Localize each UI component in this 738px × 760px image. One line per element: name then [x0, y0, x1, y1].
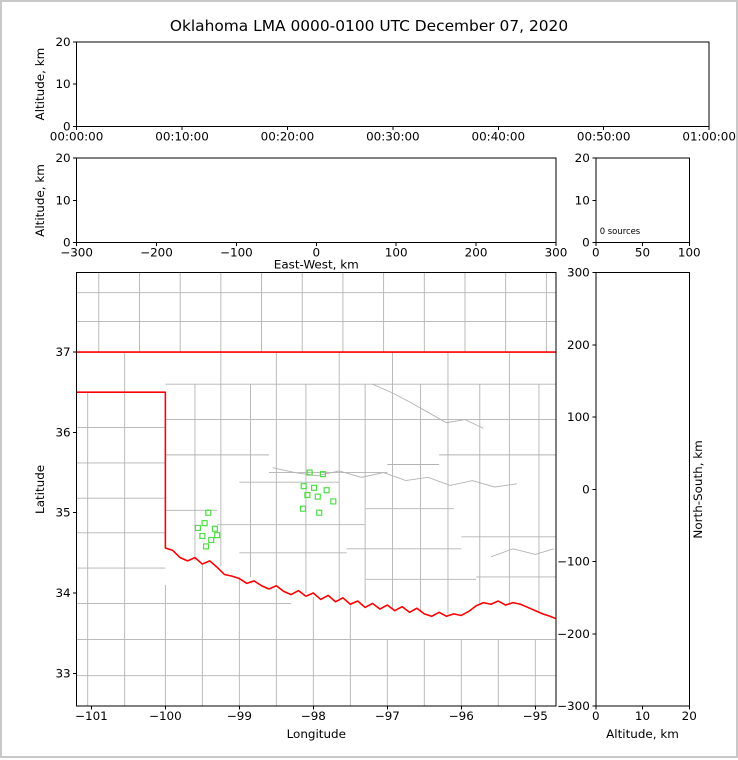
x-tick-label: 10 — [635, 709, 650, 723]
x-tick-label: 00:50:00 — [577, 129, 631, 143]
state-border — [76, 351, 557, 620]
lma-station-marker — [310, 484, 318, 491]
lma-station-marker — [194, 524, 202, 532]
x-tick-label: −100 — [149, 709, 182, 723]
county-lines-layer — [76, 272, 556, 707]
x-tick-label: 00:20:00 — [261, 129, 315, 143]
y-tick-label: 0 — [582, 236, 590, 250]
y-axis-label: North-South, km — [691, 440, 705, 538]
lma-station-marker — [299, 505, 307, 512]
figure-title: Oklahoma LMA 0000-0100 UTC December 07, … — [170, 17, 568, 35]
x-tick-label: −95 — [523, 709, 548, 723]
y-axis-label: Altitude, km — [33, 48, 47, 121]
x-tick-label: −101 — [75, 709, 108, 723]
source-count-annotation: 0 sources — [600, 226, 640, 236]
lma-station-marker — [323, 487, 330, 494]
x-tick-label: 50 — [635, 246, 650, 260]
axes-frame — [76, 157, 557, 244]
y-tick-label: 0 — [63, 236, 71, 250]
x-tick-label: 00:30:00 — [366, 129, 420, 143]
x-tick-label: 200 — [465, 246, 488, 260]
y-tick-label: 37 — [55, 345, 70, 359]
x-axis-label: Altitude, km — [606, 727, 679, 741]
x-tick-label: 00:40:00 — [472, 129, 526, 143]
y-tick-label: 10 — [55, 77, 70, 91]
y-tick-label: 20 — [55, 151, 70, 165]
lma-station-marker — [199, 532, 206, 540]
lma-station-marker — [316, 509, 323, 516]
stations-layer — [194, 469, 337, 550]
lma-station-marker — [202, 543, 210, 550]
y-tick-label: 20 — [575, 151, 590, 165]
lma-station-marker — [201, 520, 208, 527]
axes-frame — [595, 272, 690, 707]
x-tick-label: −97 — [375, 709, 400, 723]
lma-station-marker — [314, 493, 321, 500]
y-tick-label: 0 — [582, 482, 590, 496]
x-tick-label: 0 — [592, 246, 600, 260]
lma-station-marker — [214, 532, 221, 539]
y-tick-label: −200 — [557, 627, 590, 641]
x-tick-label: 300 — [545, 246, 568, 260]
axes-frame — [76, 41, 710, 127]
panel-height-ns: 0 10 20 −300 −200 −100 0 100 200 300 Altitude, km N… — [557, 266, 705, 741]
y-tick-label: 200 — [567, 338, 590, 352]
y-tick-label: 34 — [55, 586, 70, 600]
x-tick-label: −300 — [60, 246, 93, 260]
x-tick-label: −100 — [220, 246, 253, 260]
x-tick-label: 00:10:00 — [155, 129, 209, 143]
x-tick-label: −98 — [301, 709, 326, 723]
panel-source-histogram: 0 50 100 0 10 20 0 sources — [575, 151, 701, 259]
lma-station-marker — [306, 469, 313, 476]
y-tick-label: −100 — [557, 555, 590, 569]
x-tick-label: −99 — [227, 709, 252, 723]
y-tick-label: 0 — [63, 119, 71, 133]
y-tick-label: 33 — [55, 666, 70, 680]
lma-station-marker — [211, 525, 219, 532]
x-tick-label: 0 — [312, 246, 320, 260]
y-tick-label: 36 — [55, 425, 70, 439]
lma-station-marker — [205, 509, 212, 516]
panel-ew-height: −300 −200 −100 0 100 200 300 0 10 20 East-West, km… — [33, 151, 568, 271]
y-axis-label: Latitude — [33, 465, 47, 514]
y-tick-label: −300 — [557, 699, 590, 713]
panel-plan-view: −101 −100 −99 −98 −97 −96 −95 33 34 35 36 37 Longitu… — [33, 272, 557, 741]
x-tick-label: 01:00:00 — [682, 129, 736, 143]
lma-station-marker — [300, 483, 307, 490]
lma-station-marker — [304, 491, 311, 499]
x-tick-label: 20 — [682, 709, 697, 723]
y-axis-label: Altitude, km — [33, 164, 47, 237]
x-tick-label: 0 — [592, 709, 600, 723]
panels-layer: 00:00:00 00:10:00 00:20:00 00:30:00 00:40:00… — [33, 35, 736, 741]
x-axis-label: East-West, km — [274, 258, 359, 272]
y-tick-label: 10 — [55, 193, 70, 207]
x-tick-label: 100 — [385, 246, 408, 260]
lma-station-marker — [208, 536, 215, 544]
axes-frame — [76, 272, 557, 707]
x-axis-label: Longitude — [287, 727, 346, 741]
lma-station-marker — [330, 498, 337, 505]
y-tick-label: 35 — [55, 506, 70, 520]
x-tick-label: 00:00:00 — [50, 129, 104, 143]
lma-station-marker — [319, 471, 327, 478]
y-tick-label: 100 — [567, 410, 590, 424]
x-tick-label: −200 — [140, 246, 173, 260]
panel-time-height: 00:00:00 00:10:00 00:20:00 00:30:00 00:40:00… — [33, 35, 736, 143]
y-tick-label: 10 — [575, 193, 590, 207]
x-tick-label: −96 — [449, 709, 474, 723]
y-tick-label: 20 — [55, 35, 70, 49]
y-tick-label: 300 — [567, 266, 590, 280]
x-tick-label: 100 — [678, 246, 701, 260]
